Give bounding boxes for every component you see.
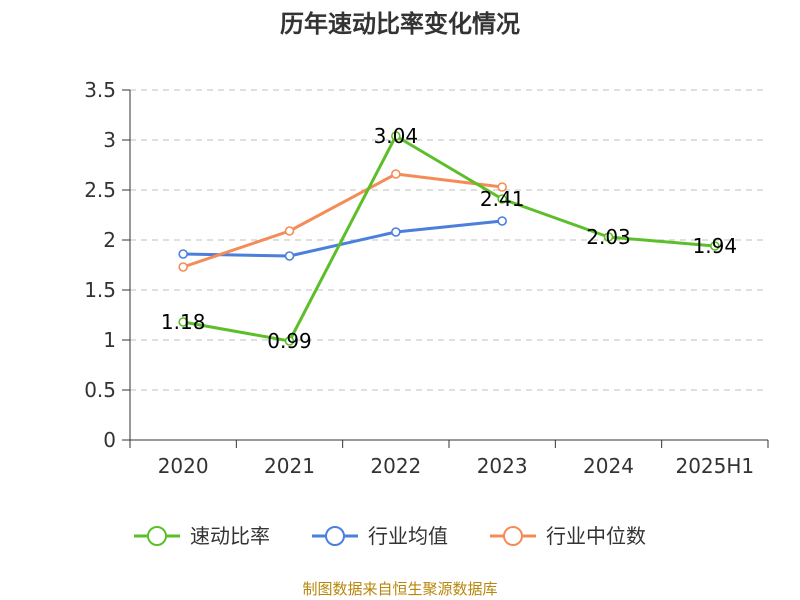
data-point <box>284 251 295 261</box>
data-point <box>710 241 720 251</box>
legend: 速动比率 行业均值 行业中位数 <box>134 524 646 548</box>
legend-marker <box>147 526 167 546</box>
x-tick-label: 2024 <box>583 454 634 478</box>
data-point <box>497 216 507 226</box>
data-point <box>391 131 401 141</box>
data-point <box>497 194 507 204</box>
y-tick-label: 2.5 <box>84 178 116 202</box>
series-group <box>178 131 720 346</box>
x-tick-label: 2023 <box>477 454 528 478</box>
series-line <box>183 219 503 258</box>
data-point <box>178 317 188 327</box>
y-tick-label: 0.5 <box>84 378 116 402</box>
data-label: 2.41 <box>480 187 525 211</box>
x-tick-label: 2022 <box>370 454 421 478</box>
y-tick-label: 2 <box>103 228 116 252</box>
y-tick-label: 3.5 <box>84 78 116 102</box>
y-tick-label: 3 <box>103 128 116 152</box>
data-point <box>178 249 188 259</box>
legend-marker <box>325 526 345 546</box>
data-label: 0.99 <box>267 329 312 353</box>
data-point <box>178 262 188 272</box>
data-label: 1.94 <box>693 234 738 258</box>
legend-label: 速动比率 <box>190 524 270 548</box>
legend-label: 行业中位数 <box>546 524 646 548</box>
y-axis: 0 0.5 1 1.5 2 2.5 3 3.5 <box>84 78 131 452</box>
data-point <box>391 227 401 237</box>
data-point <box>391 169 401 179</box>
y-tick-label: 0 <box>103 428 116 452</box>
data-label: 3.04 <box>374 124 419 148</box>
data-point <box>284 336 295 346</box>
series-line <box>182 134 715 343</box>
y-tick-label: 1.5 <box>84 278 116 302</box>
data-label: 1.18 <box>161 310 206 334</box>
grid-lines <box>130 89 768 391</box>
x-tick-label: 2021 <box>264 454 315 478</box>
legend-marker <box>503 526 523 546</box>
data-point <box>497 182 507 192</box>
series-line <box>182 172 503 269</box>
y-tick-label: 1 <box>103 328 116 352</box>
data-point <box>284 226 295 236</box>
source-note: 制图数据来自恒生聚源数据库 <box>302 580 497 598</box>
data-labels: 1.18 0.99 3.04 2.41 2.03 1.94 <box>161 124 737 353</box>
data-point <box>603 232 614 242</box>
x-tick-label: 2025H1 <box>675 454 754 478</box>
x-tick-label: 2020 <box>158 454 209 478</box>
legend-label: 行业均值 <box>368 524 448 548</box>
chart-title: 历年速动比率变化情况 <box>280 10 520 38</box>
x-axis: 2020 2021 2022 2023 2024 2025H1 <box>129 439 769 478</box>
data-label: 2.03 <box>586 225 631 249</box>
